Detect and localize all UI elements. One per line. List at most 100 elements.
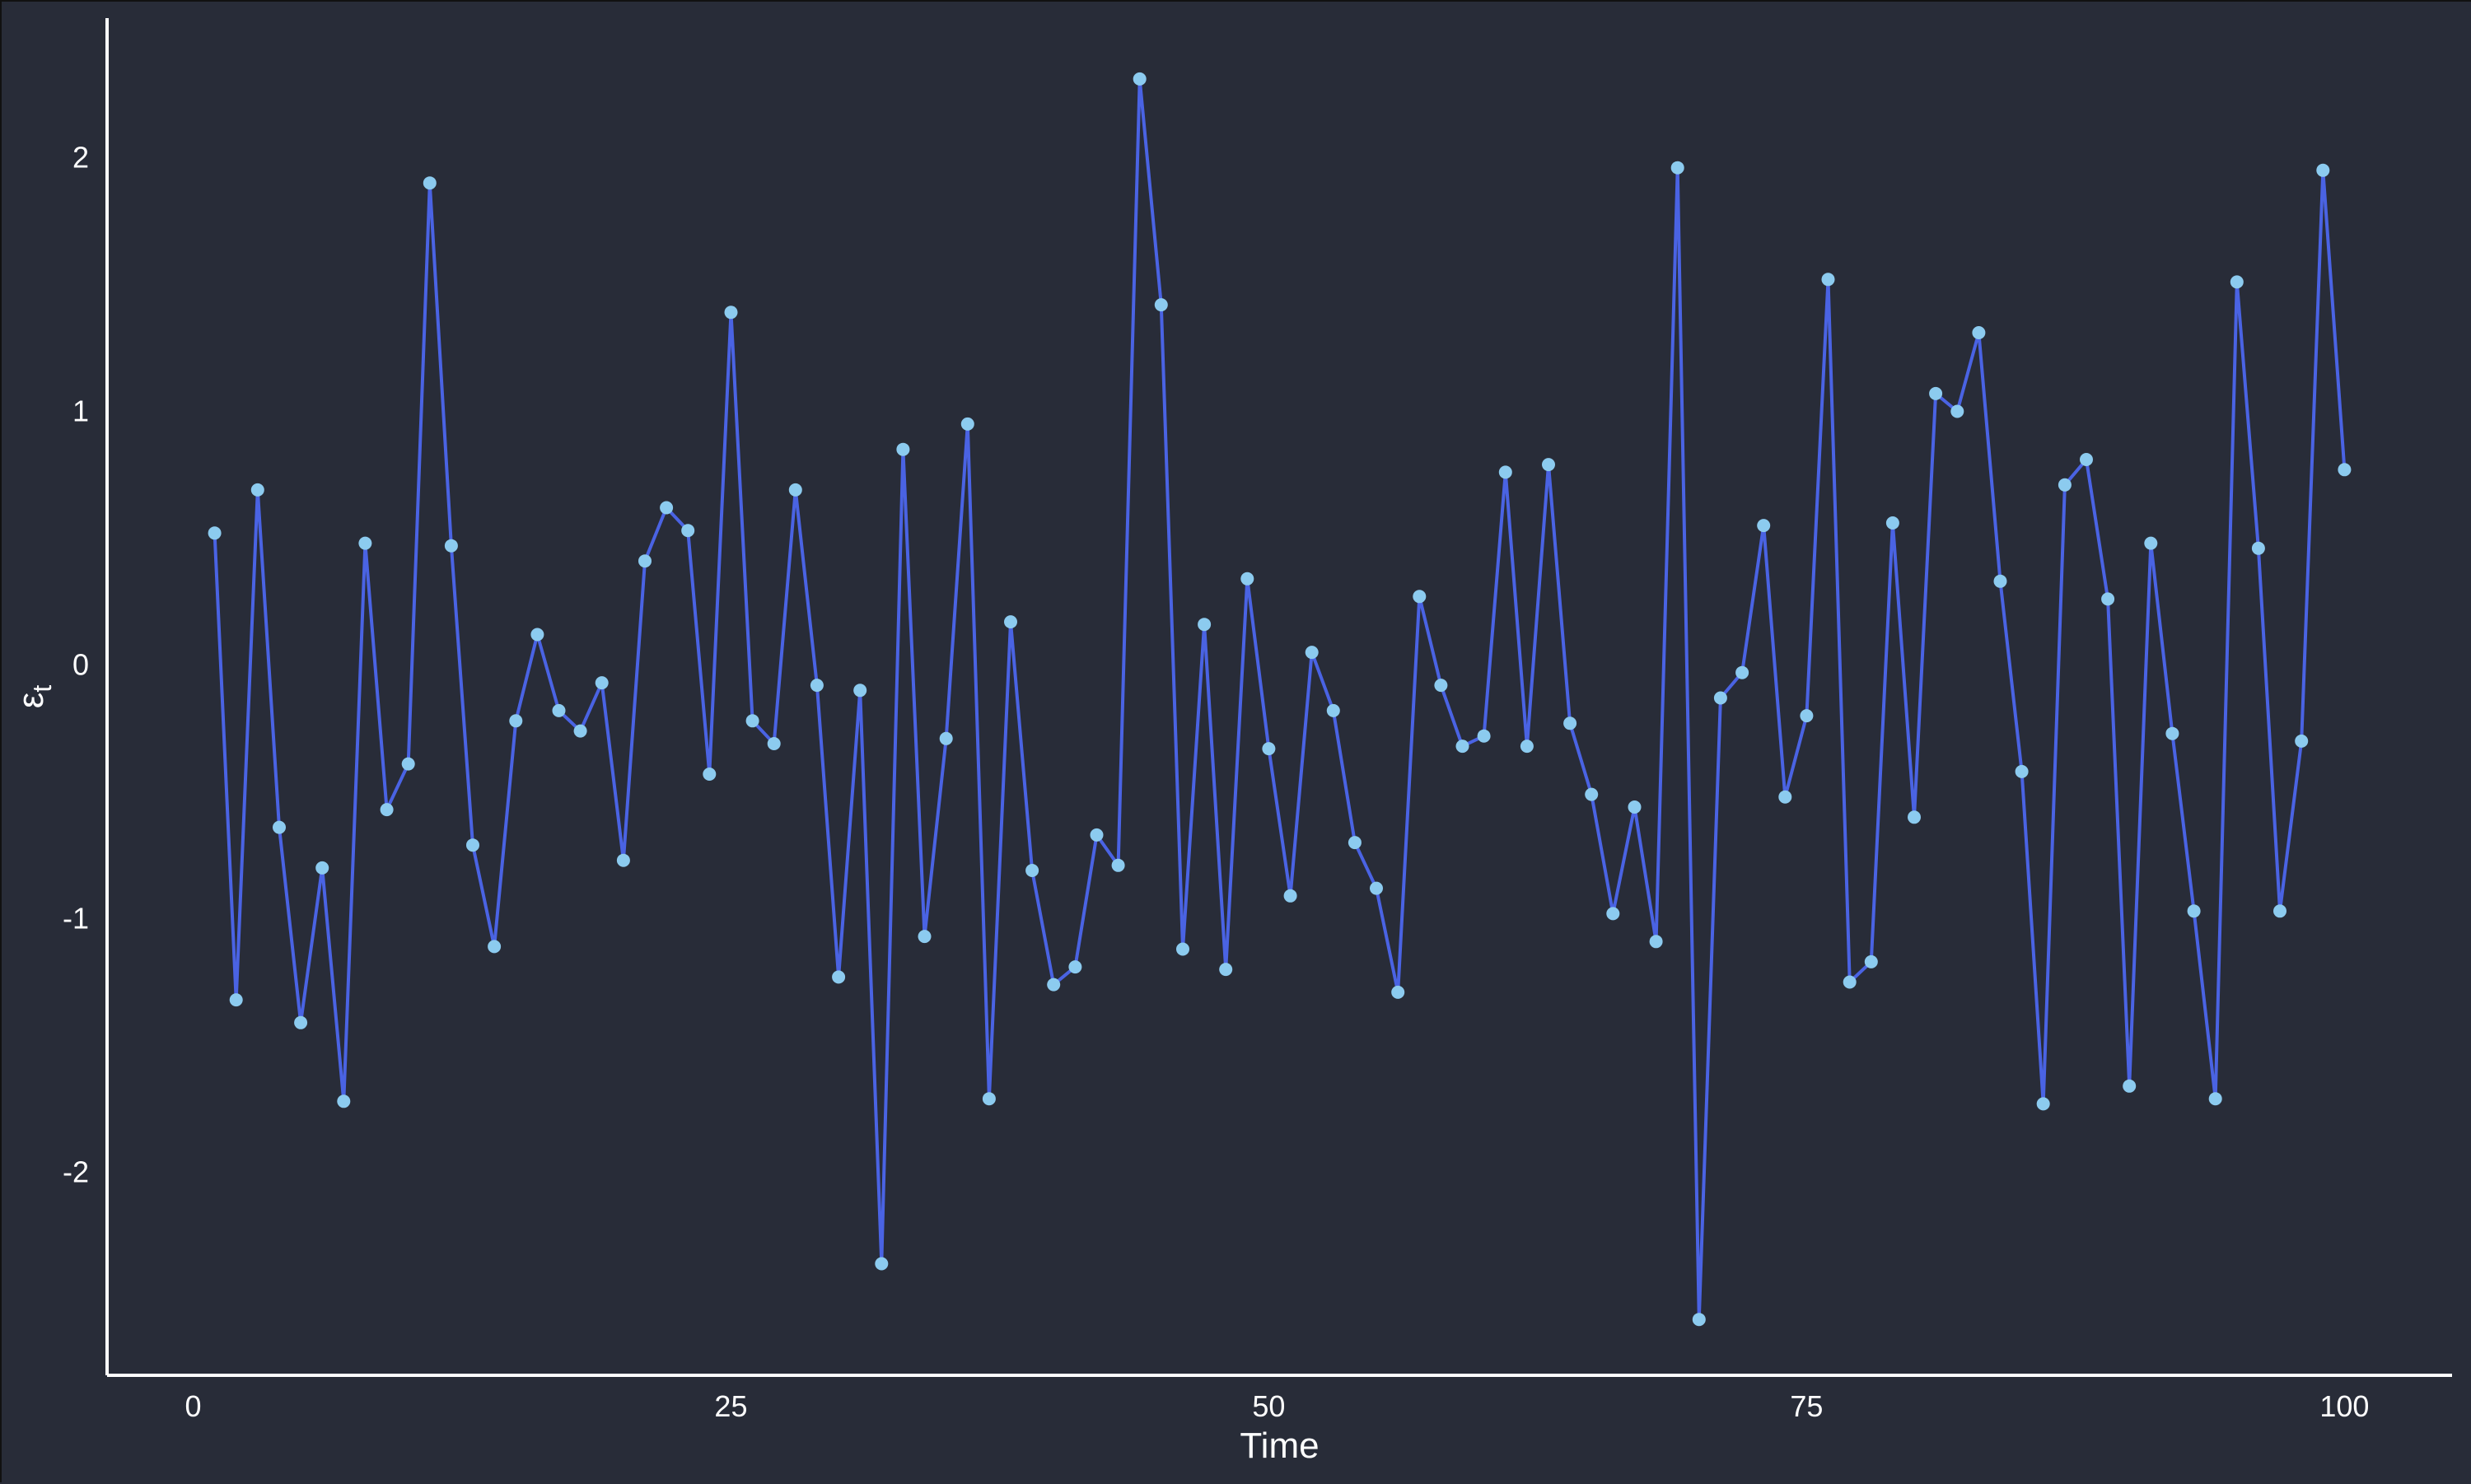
data-point (1563, 716, 1577, 730)
data-point (530, 628, 544, 642)
data-point (724, 306, 738, 320)
data-point (250, 483, 264, 497)
data-point (2251, 541, 2265, 555)
data-point (2080, 453, 2093, 466)
data-point (2208, 1092, 2222, 1106)
data-point (788, 483, 802, 497)
data-point (1004, 615, 1017, 629)
data-point (315, 861, 329, 875)
data-point (1670, 161, 1684, 175)
x-tick-label: 0 (185, 1389, 201, 1423)
data-point (638, 554, 652, 568)
data-point (1778, 790, 1792, 804)
data-point (380, 803, 394, 817)
data-point (1455, 740, 1469, 754)
data-point (1885, 516, 1899, 530)
data-point (1262, 742, 1276, 756)
data-point (1542, 458, 1555, 472)
data-point (1843, 975, 1857, 989)
data-point (1434, 679, 1448, 693)
data-point (1908, 810, 1921, 824)
y-tick-labels: -2 -1 0 1 2 (63, 140, 89, 1188)
data-point (896, 442, 910, 456)
data-point (1090, 828, 1104, 842)
data-point (2015, 764, 2029, 778)
data-point (358, 536, 372, 550)
data-point (2165, 726, 2179, 740)
series-epsilon (208, 72, 2352, 1327)
data-point (810, 679, 824, 693)
data-point (2036, 1097, 2050, 1111)
data-point (660, 501, 674, 515)
data-point (832, 970, 846, 984)
data-point (1326, 703, 1340, 717)
data-point (1413, 590, 1427, 604)
data-point (1498, 465, 1512, 479)
data-point (1283, 889, 1297, 903)
data-point (1305, 646, 1319, 660)
data-point (1972, 326, 1986, 339)
data-point (1993, 574, 2007, 588)
data-point (1370, 881, 1383, 895)
data-point (1649, 935, 1663, 949)
data-point (294, 1015, 308, 1029)
data-point (745, 714, 759, 728)
x-tick-label: 75 (1790, 1389, 1823, 1423)
data-point (573, 724, 587, 738)
series-points (208, 72, 2352, 1327)
data-point (2123, 1079, 2137, 1093)
data-point (1821, 273, 1835, 287)
data-point (2295, 734, 2309, 748)
data-point (208, 526, 222, 540)
axes (105, 18, 2452, 1377)
data-point (1198, 618, 1212, 632)
data-point (960, 417, 974, 431)
data-point (1757, 519, 1771, 533)
x-tick-label: 25 (714, 1389, 747, 1423)
data-point (2187, 904, 2201, 918)
data-point (444, 539, 458, 553)
y-axis-title-base: ε (11, 693, 51, 709)
data-point (2101, 592, 2115, 606)
data-point (1348, 836, 1362, 850)
data-point (1606, 907, 1620, 921)
data-point (2316, 163, 2330, 177)
data-point (1176, 942, 1189, 956)
data-point (681, 524, 695, 538)
data-point (2058, 478, 2072, 492)
y-axis-title: εt (11, 685, 57, 709)
data-point (423, 176, 437, 190)
data-point (1111, 858, 1125, 872)
data-point (1713, 691, 1727, 705)
data-point (1240, 572, 1254, 586)
data-point (2273, 904, 2286, 918)
data-point (1219, 963, 1233, 977)
data-point (1864, 954, 1878, 968)
x-tick-label: 100 (2319, 1389, 2369, 1423)
series-line (213, 77, 2347, 1322)
y-axis-title-subscript: t (27, 685, 57, 693)
data-point (2338, 463, 2352, 477)
data-point (1800, 709, 1814, 723)
data-point (401, 757, 415, 771)
data-point (703, 768, 717, 781)
data-point (1929, 386, 1943, 400)
data-point (875, 1257, 889, 1271)
data-point (1391, 985, 1405, 999)
data-point (1025, 864, 1039, 877)
data-point (1950, 404, 1964, 418)
y-tick-label: -1 (63, 902, 89, 936)
data-point (1133, 72, 1147, 86)
data-point (2144, 536, 2158, 550)
data-point (767, 737, 781, 750)
data-point (939, 731, 953, 745)
data-point (466, 838, 479, 852)
data-point (552, 703, 566, 717)
data-point (1692, 1313, 1706, 1327)
y-tick-label: 2 (72, 140, 89, 174)
data-point (2230, 275, 2244, 289)
data-point (616, 853, 630, 867)
data-point (273, 820, 286, 834)
data-point (982, 1092, 996, 1106)
